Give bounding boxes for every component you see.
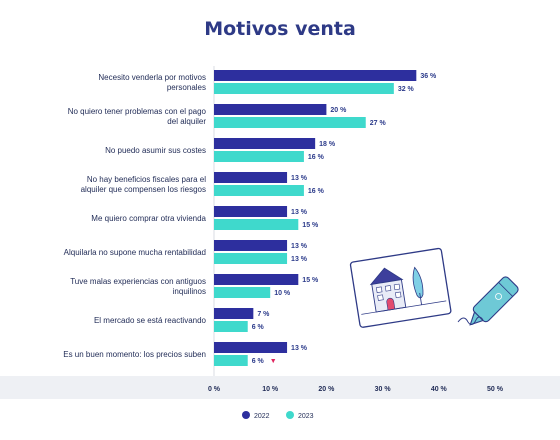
bar-2023: [214, 151, 304, 162]
category-label-line: del alquiler: [167, 117, 206, 126]
bar-2023: [214, 117, 366, 128]
decrease-marker-icon: ▼: [270, 358, 277, 365]
bar-2023: [214, 287, 271, 298]
bar-2022: [214, 274, 299, 285]
legend-label: 2023: [298, 413, 314, 420]
category-label-line: alquiler que compensen los riesgos: [81, 185, 206, 194]
value-label: 7 %: [257, 311, 270, 318]
category-label: No quiero tener problemas con el pago del…: [68, 107, 207, 126]
x-tick-label: 30 %: [375, 386, 392, 393]
legend-swatch: [286, 411, 294, 419]
value-label: 27 %: [370, 120, 387, 127]
value-label: 6 %: [252, 324, 265, 331]
value-label: 18 %: [319, 141, 336, 148]
category-labels: Necesito venderla por motivos personalesN…: [63, 73, 206, 359]
category-label-line: El mercado se está reactivando: [94, 316, 207, 325]
bar-2023: [214, 219, 299, 230]
category-label-line: Me quiero comprar otra vivienda: [91, 214, 206, 223]
value-label: 13 %: [291, 175, 308, 182]
category-label-line: No puedo asumir sus costes: [105, 146, 206, 155]
value-label: 16 %: [308, 188, 325, 195]
house-photo-and-pen-icon: [349, 247, 519, 328]
value-label: 15 %: [302, 222, 319, 229]
bar-2022: [214, 104, 327, 115]
bar-2022: [214, 206, 288, 217]
value-label: 20 %: [330, 107, 347, 114]
category-label-line: No quiero tener problemas con el pago: [68, 107, 207, 116]
legend-item-2022: 2022: [242, 411, 270, 420]
legend-swatch: [242, 411, 250, 419]
value-label: 13 %: [291, 209, 308, 216]
bars: [214, 70, 417, 366]
value-label: 6 %: [252, 358, 265, 365]
bar-2023: [214, 83, 394, 94]
bar-2023: [214, 253, 288, 264]
bar-2022: [214, 342, 288, 353]
category-label: No hay beneficios fiscales para el alquil…: [81, 175, 207, 194]
value-labels: 36 %32 %20 %27 %18 %16 %13 %16 %13 %15 %…: [252, 73, 437, 365]
category-label: Es un buen momento: los precios suben: [63, 350, 206, 359]
x-tick-label: 20 %: [318, 386, 335, 393]
category-label-line: Es un buen momento: los precios suben: [63, 350, 206, 359]
bar-2023: [214, 185, 304, 196]
bar-2022: [214, 172, 288, 183]
category-label: Me quiero comprar otra vivienda: [91, 214, 206, 223]
bar-2022: [214, 138, 316, 149]
value-label: 32 %: [398, 86, 415, 93]
x-tick-label: 0 %: [208, 386, 221, 393]
x-tick-label: 50 %: [487, 386, 504, 393]
category-label: Alquilarla no supone mucha rentabilidad: [64, 248, 206, 257]
value-label: 13 %: [291, 256, 308, 263]
value-label: 13 %: [291, 243, 308, 250]
bar-2023: [214, 321, 248, 332]
legend: 2022 2023: [242, 411, 314, 420]
category-label-line: inquilinos: [173, 287, 206, 296]
bar-2022: [214, 70, 417, 81]
x-tick-label: 40 %: [431, 386, 448, 393]
value-label: 10 %: [274, 290, 291, 297]
category-label-line: Tuve malas experiencias con antiguos: [70, 277, 206, 286]
value-label: 13 %: [291, 345, 308, 352]
category-label: Tuve malas experiencias con antiguos inqu…: [70, 277, 206, 296]
x-tick-label: 10 %: [262, 386, 279, 393]
category-label-line: Alquilarla no supone mucha rentabilidad: [64, 248, 206, 257]
bar-2022: [214, 240, 288, 251]
legend-label: 2022: [254, 413, 270, 420]
category-label-line: No hay beneficios fiscales para el: [87, 175, 206, 184]
category-label: El mercado se está reactivando: [94, 316, 207, 325]
category-label-line: Necesito venderla por motivos: [98, 73, 206, 82]
category-label: Necesito venderla por motivos personales: [98, 73, 206, 92]
bar-2022: [214, 308, 254, 319]
x-axis-background: [0, 376, 560, 399]
bar-2023: [214, 355, 248, 366]
value-label: 36 %: [420, 73, 437, 80]
x-axis-ticks: 0 % 10 % 20 % 30 % 40 % 50 %: [208, 386, 504, 393]
chart-title: Motivos venta: [204, 18, 356, 40]
value-label: 16 %: [308, 154, 325, 161]
category-label-line: personales: [167, 83, 206, 92]
legend-item-2023: 2023: [286, 411, 314, 420]
value-label: 15 %: [302, 277, 319, 284]
category-label: No puedo asumir sus costes: [105, 146, 206, 155]
